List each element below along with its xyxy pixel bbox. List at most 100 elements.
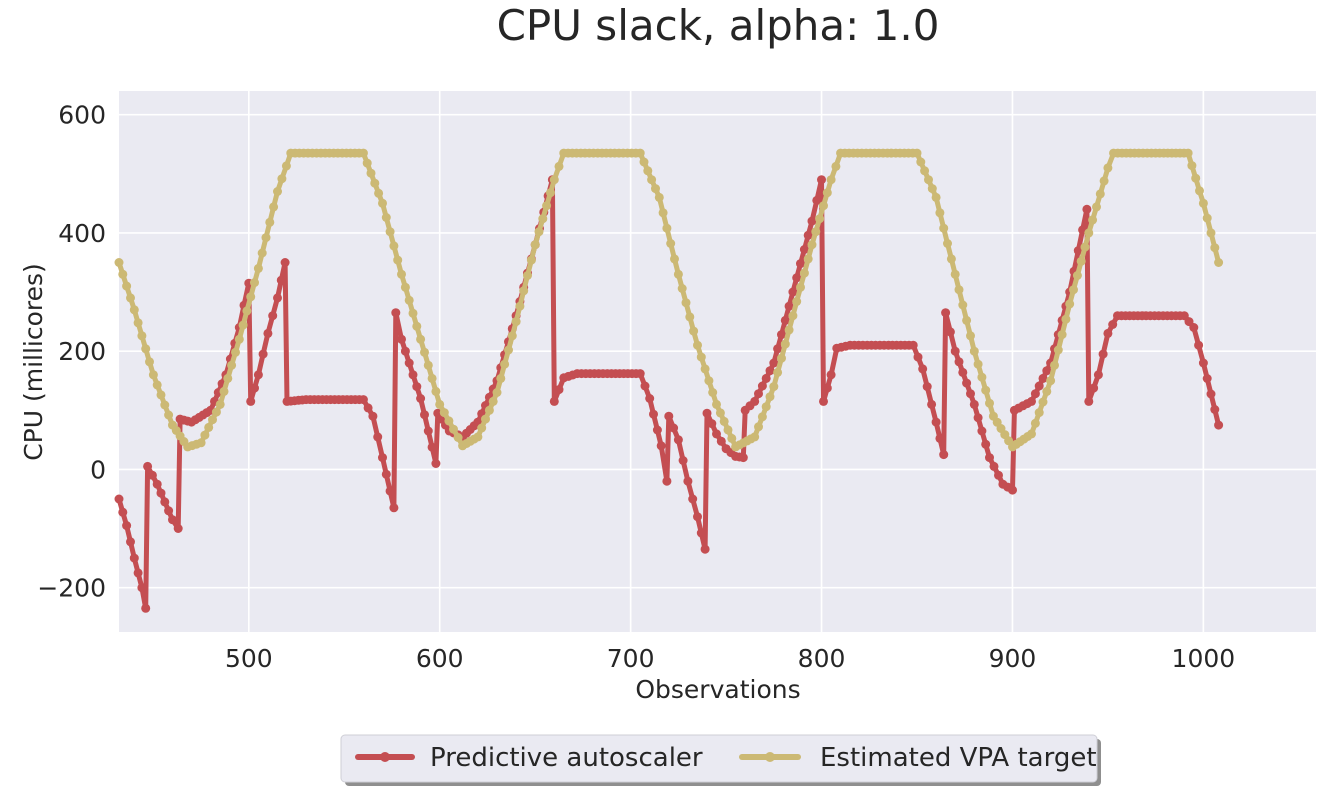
data-point	[784, 325, 794, 335]
data-point	[1038, 373, 1048, 383]
data-point	[1214, 258, 1224, 267]
data-point	[773, 344, 783, 354]
data-point	[658, 208, 668, 218]
data-point	[269, 202, 279, 212]
data-point	[416, 394, 426, 403]
data-point	[645, 394, 655, 403]
data-point	[1057, 330, 1067, 340]
data-point	[769, 382, 779, 392]
data-point	[1042, 366, 1052, 376]
data-point	[385, 486, 395, 496]
x-tick-label: 600	[416, 644, 464, 673]
data-point	[702, 408, 712, 418]
data-point	[664, 411, 674, 421]
data-point	[683, 476, 693, 486]
data-point	[227, 360, 237, 370]
data-point	[799, 268, 809, 278]
data-point	[973, 413, 983, 423]
data-point	[962, 315, 972, 325]
y-tick-label: 200	[58, 337, 106, 366]
data-point	[817, 175, 826, 185]
data-point	[449, 424, 458, 434]
data-point	[643, 166, 653, 176]
data-point	[114, 258, 124, 267]
data-point	[1108, 320, 1118, 329]
data-point	[939, 450, 949, 460]
data-point	[977, 426, 987, 436]
data-point	[427, 442, 437, 452]
data-point	[708, 388, 718, 397]
data-point	[652, 425, 662, 435]
data-point	[761, 402, 771, 412]
data-point	[145, 357, 154, 367]
data-point	[423, 360, 433, 370]
legend-box	[340, 734, 1098, 783]
data-point	[164, 410, 174, 420]
data-point	[765, 366, 775, 376]
data-point	[812, 195, 822, 205]
data-point	[958, 367, 968, 377]
data-point	[931, 192, 941, 202]
data-point	[792, 273, 802, 283]
data-point	[1038, 397, 1048, 407]
data-point	[1046, 376, 1056, 386]
data-point	[826, 370, 836, 380]
data-point	[400, 346, 410, 356]
data-point	[807, 216, 817, 226]
data-point	[126, 537, 135, 547]
x-tick-label: 500	[225, 644, 273, 673]
data-point	[549, 396, 559, 406]
markers-estimated-vpa-target	[114, 148, 1224, 452]
data-point	[1084, 396, 1094, 406]
data-point	[147, 470, 157, 480]
data-point	[639, 157, 649, 167]
data-point	[453, 433, 463, 442]
y-tick-label: 0	[90, 455, 106, 484]
data-point	[1099, 176, 1109, 186]
data-point	[750, 432, 760, 442]
y-tick-label: −200	[37, 574, 106, 603]
data-point	[1027, 396, 1036, 406]
data-point	[196, 438, 206, 448]
data-point	[257, 248, 267, 258]
data-point	[826, 175, 836, 185]
series-estimated-vpa-target	[114, 148, 1224, 452]
data-point	[481, 414, 490, 424]
data-point	[420, 347, 429, 357]
data-point	[1098, 349, 1108, 359]
data-point	[546, 188, 555, 198]
y-axis-ticks: −200 0 200 400 600	[37, 101, 106, 603]
data-point	[381, 213, 391, 222]
data-point	[431, 386, 441, 396]
data-point	[263, 328, 273, 338]
data-point	[363, 403, 373, 413]
data-point	[168, 515, 177, 525]
data-point	[719, 416, 729, 426]
data-point	[1206, 228, 1216, 238]
data-point	[156, 488, 166, 498]
data-point	[393, 255, 403, 265]
data-point	[496, 373, 506, 383]
data-point	[268, 311, 278, 321]
data-point	[693, 512, 702, 522]
data-point	[769, 358, 779, 368]
data-point	[1073, 246, 1083, 256]
data-point	[831, 161, 841, 171]
data-point	[969, 346, 979, 356]
series-layer	[114, 148, 1224, 613]
data-point	[374, 188, 384, 198]
data-point	[958, 300, 968, 310]
data-point	[788, 311, 798, 321]
data-point	[277, 174, 287, 184]
data-point	[780, 339, 790, 349]
data-point	[1198, 358, 1208, 368]
data-point	[962, 378, 972, 388]
data-point	[973, 359, 983, 369]
data-point	[416, 334, 426, 344]
data-point	[815, 214, 825, 224]
data-point	[712, 429, 721, 439]
data-point	[635, 148, 645, 158]
data-point	[981, 439, 991, 449]
data-point	[738, 453, 748, 463]
data-point	[118, 269, 128, 279]
